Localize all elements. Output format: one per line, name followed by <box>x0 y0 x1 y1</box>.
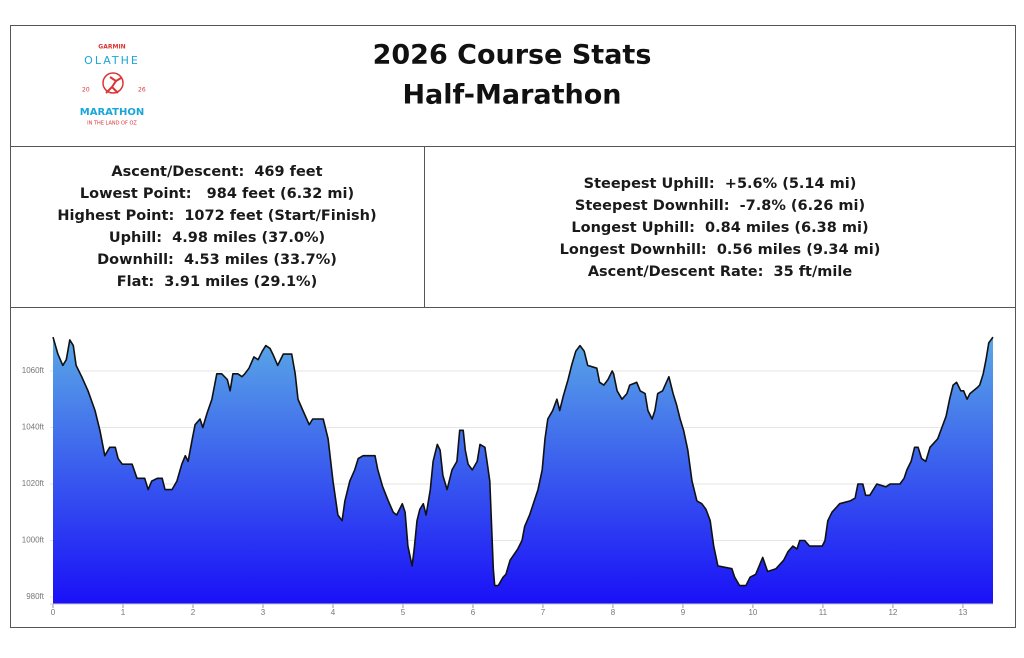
logo: GARMIN OLATHE 20 26 MARATHON IN THE LAND… <box>80 44 146 127</box>
stat-line: Longest Downhill: 0.56 miles (9.34 mi) <box>560 242 881 258</box>
runner-icon <box>102 72 124 94</box>
stat-line: Steepest Downhill: -7.8% (6.26 mi) <box>575 198 865 214</box>
logo-year: 26 <box>138 87 146 94</box>
x-tick-label: 7 <box>541 608 546 617</box>
x-tick-label: 10 <box>748 608 757 617</box>
x-tick-label: 2 <box>191 608 196 617</box>
elevation-area <box>53 337 993 604</box>
y-tick-label: 1020ft <box>22 479 45 488</box>
logo-brand: GARMIN <box>98 44 125 51</box>
x-tick-label: 1 <box>121 608 126 617</box>
stat-line: Ascent/Descent Rate: 35 ft/mile <box>588 264 852 280</box>
stat-line: Longest Uphill: 0.84 miles (6.38 mi) <box>571 220 868 236</box>
x-tick-label: 9 <box>681 608 686 617</box>
stat-line: Uphill: 4.98 miles (37.0%) <box>109 230 325 246</box>
y-tick-label: 1040ft <box>22 423 45 432</box>
elevation-line <box>52 336 994 587</box>
logo-year: 20 <box>82 87 90 94</box>
stat-line: Steepest Uphill: +5.6% (5.14 mi) <box>584 176 857 192</box>
subtitle: Half-Marathon <box>402 80 621 111</box>
title: 2026 Course Stats <box>373 40 652 71</box>
x-tick-label: 8 <box>611 608 616 617</box>
y-tick-label: 1060ft <box>22 366 45 375</box>
stats: Ascent/Descent: 469 feet Lowest Point: 98… <box>57 164 880 290</box>
x-tick-label: 5 <box>401 608 406 617</box>
x-tick-label: 12 <box>888 608 897 617</box>
y-tick-label: 1000ft <box>22 536 45 545</box>
stat-line: Flat: 3.91 miles (29.1%) <box>117 274 317 290</box>
runner-icon <box>105 76 122 94</box>
logo-city: OLATHE <box>84 54 140 67</box>
y-tick-label: 980ft <box>26 592 45 601</box>
x-tick-label: 3 <box>261 608 266 617</box>
x-tick-label: 0 <box>51 608 56 617</box>
x-tick-label: 4 <box>331 608 336 617</box>
stat-line: Ascent/Descent: 469 feet <box>111 164 322 180</box>
stat-line: Lowest Point: 984 feet (6.32 mi) <box>80 186 354 202</box>
stat-line: Downhill: 4.53 miles (33.7%) <box>97 252 337 268</box>
x-tick-label: 13 <box>958 608 967 617</box>
x-tick-label: 11 <box>819 608 828 617</box>
logo-tagline: IN THE LAND OF OZ <box>87 121 137 127</box>
x-tick-label: 6 <box>471 608 476 617</box>
logo-event: MARATHON <box>80 107 144 118</box>
stat-line: Highest Point: 1072 feet (Start/Finish) <box>57 208 376 224</box>
